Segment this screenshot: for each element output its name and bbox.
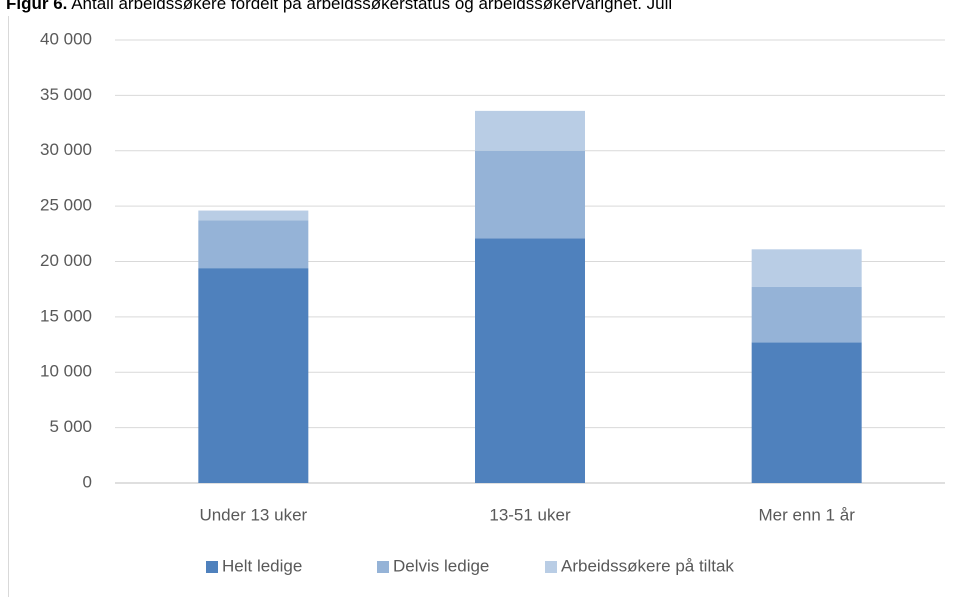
bar-segment (475, 238, 585, 483)
bar-segment (198, 220, 309, 269)
legend-label: Arbeidssøkere på tiltak (561, 556, 734, 575)
y-tick-label: 35 000 (40, 85, 92, 104)
bar-segment (751, 286, 862, 343)
y-tick-label: 10 000 (40, 362, 92, 381)
y-tick-label: 5 000 (49, 417, 92, 436)
legend-swatch (377, 561, 389, 573)
legend-swatch (545, 561, 557, 573)
y-tick-label: 40 000 (40, 29, 92, 48)
y-tick-label: 15 000 (40, 306, 92, 325)
legend-label: Helt ledige (222, 556, 302, 575)
bar-segment (198, 210, 309, 221)
y-tick-label: 25 000 (40, 196, 92, 215)
bar-segment (751, 342, 862, 483)
bar-segment (198, 268, 309, 483)
legend-swatch (206, 561, 218, 573)
bar-segment (475, 110, 585, 151)
bar-segment (751, 249, 862, 287)
legend-label: Delvis ledige (393, 556, 489, 575)
x-tick-label: 13-51 uker (489, 505, 571, 524)
title-label: Figur 6. (6, 0, 67, 13)
title-text: Antall arbeidssøkere fordelt på arbeidss… (71, 0, 672, 13)
bar-segment (475, 150, 585, 239)
chart-title: Figur 6. Antall arbeidssøkere fordelt på… (6, 0, 672, 13)
x-tick-label: Under 13 uker (199, 505, 307, 524)
x-tick-label: Mer enn 1 år (758, 505, 855, 524)
y-tick-label: 30 000 (40, 140, 92, 159)
y-tick-label: 20 000 (40, 251, 92, 270)
y-tick-label: 0 (83, 472, 92, 491)
